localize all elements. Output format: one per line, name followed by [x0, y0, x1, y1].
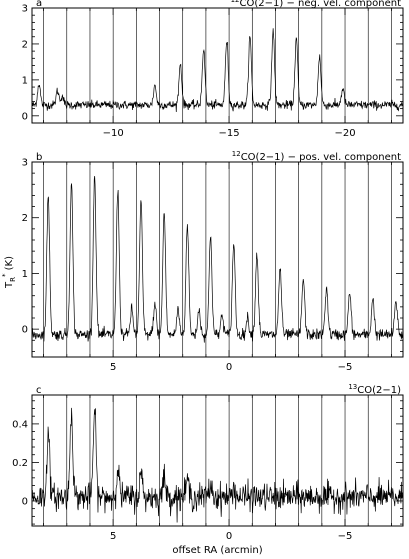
x-tick-label: 5 [110, 362, 116, 373]
panel-title: 12CO(2−1) − pos. vel. component [232, 150, 401, 163]
title-text: CO(2−1) − neg. vel. component [240, 0, 402, 9]
x-tick-label: −5 [338, 531, 353, 542]
x-tick-label: −15 [219, 128, 240, 139]
panel-title: 12CO(2−1) − neg. vel. component [231, 0, 401, 9]
isotope-superscript: 12 [232, 150, 241, 158]
title-text: CO(2−1) [357, 385, 401, 396]
panel-c: 5 0 −5 0 0.2 0.4 c 13CO(2−1) offset RA (arcmin) [12, 383, 404, 556]
x-tick-label: −10 [103, 128, 124, 139]
title-text: CO(2−1) − pos. vel. component [241, 152, 401, 163]
panel-label: a [36, 0, 42, 9]
spectrum-trace [31, 407, 404, 523]
y-tick-label: 0 [22, 325, 28, 336]
panel-label: c [36, 385, 42, 396]
x-tick-label: −20 [334, 128, 355, 139]
y-tick-label: 2 [22, 39, 28, 50]
x-axis-label: offset RA (arcmin) [172, 545, 262, 556]
y-tick-label: 0.4 [12, 419, 28, 430]
isotope-superscript: 12 [231, 0, 240, 4]
y-tick-label: 1 [22, 269, 28, 280]
panel-frame [31, 394, 404, 527]
isotope-superscript: 13 [348, 383, 357, 391]
x-tick-label: 0 [226, 531, 232, 542]
y-tick-label: 2 [22, 213, 28, 224]
y-tick-label: 0.2 [12, 458, 28, 469]
panel-title: 13CO(2−1) [348, 383, 401, 396]
y-tick-label: 0 [22, 496, 28, 507]
y-tick-label: 3 [22, 158, 28, 169]
y-axis-label: TR* (K) [1, 256, 17, 289]
panel-label: b [36, 152, 42, 163]
x-tick-label: 5 [110, 531, 116, 542]
spectrum-trace [31, 28, 404, 113]
x-tick-label: −5 [338, 362, 353, 373]
panel-frame [31, 161, 404, 358]
y-tick-label: 1 [22, 75, 28, 86]
y-tick-label: 3 [22, 4, 28, 15]
y-tick-label: 0 [22, 111, 28, 122]
x-tick-label: 0 [226, 362, 232, 373]
spectrum-trace [31, 175, 404, 343]
